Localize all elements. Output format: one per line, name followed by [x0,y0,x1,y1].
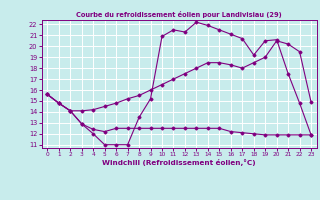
Title: Courbe du refroidissement éolien pour Landivisiau (29): Courbe du refroidissement éolien pour La… [76,11,282,18]
X-axis label: Windchill (Refroidissement éolien,°C): Windchill (Refroidissement éolien,°C) [102,159,256,166]
